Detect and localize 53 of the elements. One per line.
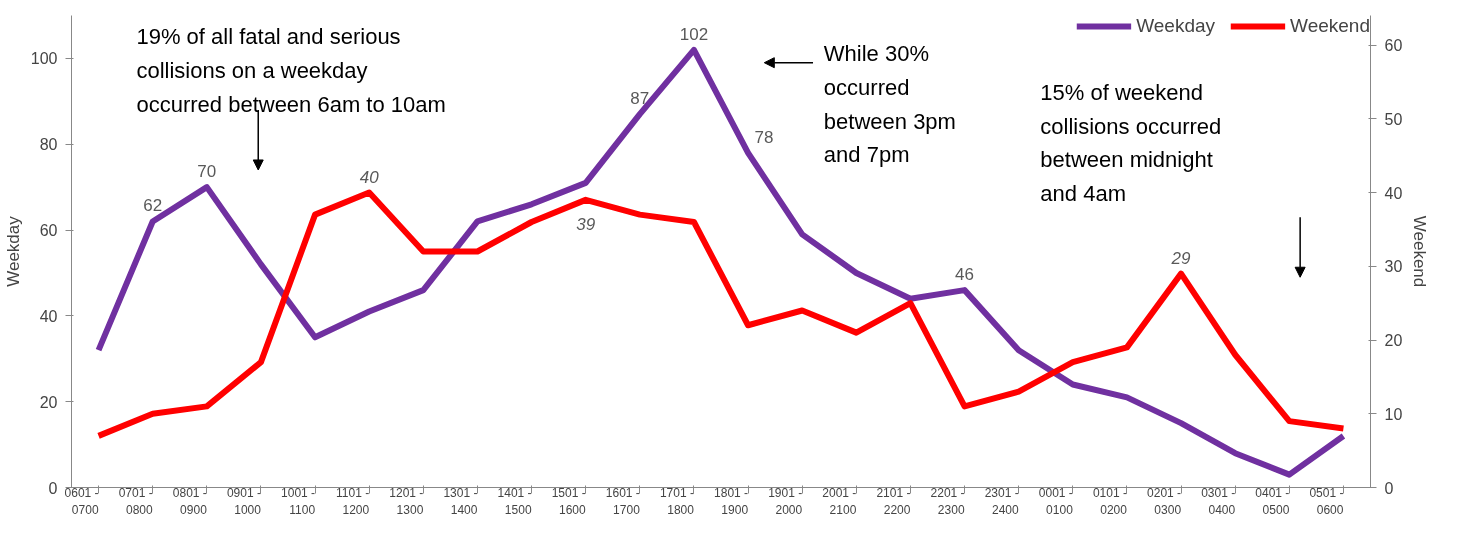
data-label: 102	[679, 24, 709, 44]
y2-tick-label: 40	[1384, 184, 1403, 202]
x-tick-label: 2201 - 2300	[930, 486, 965, 517]
y2-tick-label: 10	[1384, 405, 1403, 423]
y-tick-label: 80	[39, 136, 58, 154]
x-tick-label: 0501 - 0600	[1309, 486, 1344, 517]
y2-tick-label: 0	[1384, 479, 1394, 497]
y-tick-label: 0	[48, 479, 58, 497]
x-tick-label: 1701 - 1800	[659, 486, 695, 517]
data-label: 40	[359, 167, 380, 187]
x-tick-label: 0001 - 0100	[1038, 486, 1074, 517]
x-tick-label: 1501 - 1600	[551, 486, 587, 517]
y2-tick-label: 20	[1384, 332, 1403, 349]
y2-tick-label: 50	[1384, 110, 1403, 128]
legend-label: Weekend	[1290, 15, 1370, 37]
x-tick-label: 1001 - 1100	[281, 486, 316, 517]
x-tick-label: 2301 - 2400	[984, 486, 1020, 517]
x-tick-label: 2101 - 2200	[876, 486, 911, 517]
data-label: 87	[630, 89, 650, 109]
x-tick-label: 0401 - 0500	[1255, 486, 1290, 517]
x-tick-label: 0101 - 0200	[1092, 486, 1128, 517]
x-tick-label: 2001 - 2100	[822, 486, 857, 517]
x-tick-label: 1901 - 2000	[768, 486, 803, 517]
x-tick-label: 1301 - 1400	[443, 486, 478, 517]
x-tick-label: 0801 - 0900	[172, 486, 208, 517]
x-tick-label: 0901 - 1000	[226, 486, 262, 517]
y-tick-label: 40	[39, 307, 58, 325]
legend-label: Weekday	[1136, 15, 1216, 37]
y-tick-label: 60	[39, 222, 58, 240]
y-tick-label: 20	[39, 393, 58, 411]
data-label: 78	[754, 127, 774, 147]
x-tick-label: 0601 - 0700	[64, 486, 99, 517]
x-tick-label: 1601 - 1700	[605, 486, 641, 517]
y2-tick-label: 60	[1384, 37, 1403, 54]
x-tick-label: 1801 - 1900	[714, 486, 749, 517]
data-label: 62	[143, 196, 163, 216]
annotation: While 30% occurred between 3pm and 7pm	[823, 41, 956, 168]
x-tick-label: 1101 - 1200	[336, 486, 370, 517]
data-label: 46	[955, 265, 975, 285]
x-tick-label: 0301 - 0400	[1201, 486, 1236, 517]
x-tick-label: 1401 - 1500	[497, 486, 532, 517]
x-tick-label: 0201 - 0300	[1147, 486, 1182, 517]
x-tick-label: 1201 - 1300	[389, 486, 424, 517]
y2-axis-title: Weekend	[1410, 215, 1430, 288]
y2-tick-label: 30	[1384, 258, 1403, 276]
annotation: 19% of all fatal and serious collisions on a weekday occurred between 6am to 10am	[136, 24, 446, 117]
y-tick-label: 100	[30, 50, 58, 68]
data-label: 39	[576, 214, 596, 234]
annotation: 15% of weekend collisions occurred between midnight and 4am	[1040, 79, 1222, 207]
data-label: 70	[197, 162, 217, 182]
data-label: 29	[1170, 248, 1192, 268]
y-axis-title: Weekday	[3, 215, 23, 287]
x-tick-label: 0701 - 0800	[118, 486, 154, 517]
